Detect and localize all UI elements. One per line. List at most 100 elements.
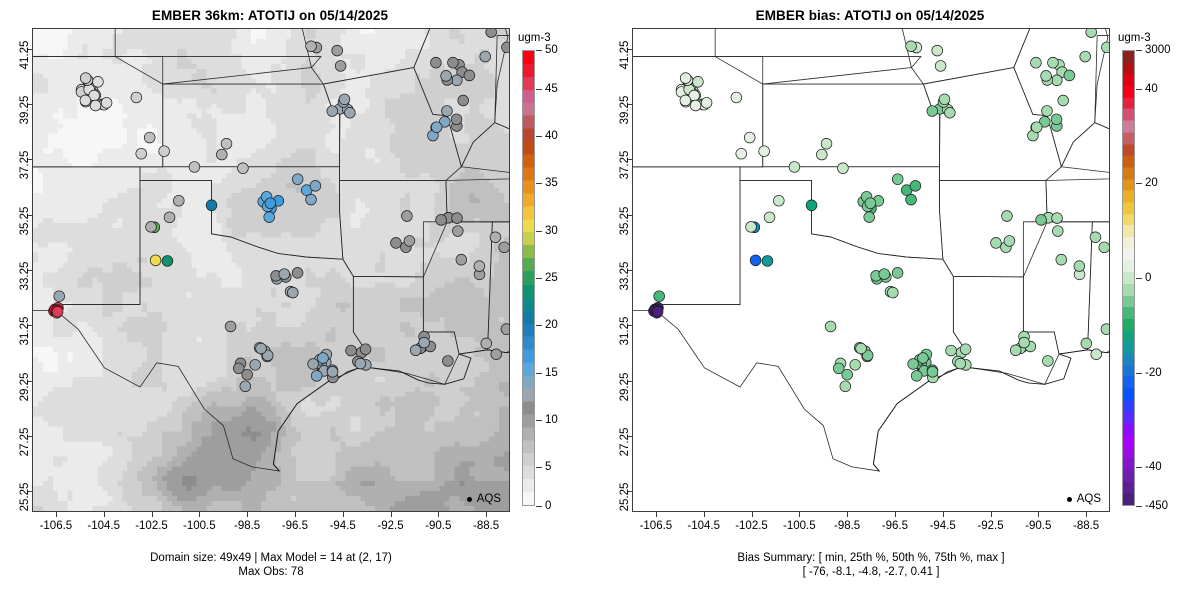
aqs-station-marker[interactable]	[1090, 348, 1102, 360]
aqs-station-marker[interactable]	[338, 93, 351, 106]
aqs-station-marker[interactable]	[905, 40, 917, 52]
aqs-station-marker[interactable]	[390, 237, 402, 249]
aqs-station-marker[interactable]	[439, 116, 451, 128]
aqs-station-marker[interactable]	[205, 199, 218, 211]
aqs-station-marker[interactable]	[440, 70, 452, 82]
aqs-station-marker[interactable]	[158, 145, 170, 157]
aqs-station-marker[interactable]	[143, 131, 156, 144]
aqs-station-marker[interactable]	[1052, 225, 1064, 237]
aqs-station-marker[interactable]	[1040, 70, 1052, 82]
aqs-station-marker[interactable]	[473, 260, 486, 272]
aqs-station-marker[interactable]	[263, 211, 275, 223]
aqs-station-marker[interactable]	[264, 197, 277, 209]
aqs-station-marker[interactable]	[291, 267, 304, 279]
aqs-station-marker[interactable]	[450, 113, 463, 126]
aqs-station-marker[interactable]	[310, 370, 323, 382]
aqs-station-marker[interactable]	[430, 56, 442, 69]
aqs-station-marker[interactable]	[409, 344, 422, 356]
aqs-station-marker[interactable]	[278, 268, 290, 280]
aqs-station-marker[interactable]	[100, 97, 113, 109]
aqs-station-marker[interactable]	[479, 50, 491, 63]
aqs-station-marker[interactable]	[849, 359, 861, 371]
aqs-station-marker[interactable]	[805, 199, 818, 211]
aqs-station-marker[interactable]	[79, 72, 92, 84]
aqs-station-marker[interactable]	[331, 44, 343, 57]
aqs-station-marker[interactable]	[926, 105, 938, 117]
aqs-station-marker[interactable]	[237, 162, 249, 174]
aqs-station-marker[interactable]	[816, 148, 828, 161]
aqs-station-marker[interactable]	[863, 211, 875, 223]
aqs-station-marker[interactable]	[239, 380, 252, 393]
aqs-station-marker[interactable]	[480, 337, 493, 350]
aqs-station-marker[interactable]	[788, 161, 801, 173]
aqs-station-marker[interactable]	[53, 290, 65, 302]
aqs-station-marker[interactable]	[1039, 116, 1051, 128]
aqs-station-marker[interactable]	[833, 362, 845, 375]
aqs-station-marker[interactable]	[773, 194, 785, 207]
aqs-station-marker[interactable]	[149, 254, 162, 267]
aqs-station-marker[interactable]	[1030, 56, 1042, 69]
aqs-station-marker[interactable]	[855, 342, 867, 355]
aqs-station-marker[interactable]	[820, 137, 833, 150]
aqs-station-marker[interactable]	[841, 368, 853, 381]
aqs-station-marker[interactable]	[931, 44, 943, 57]
aqs-station-marker[interactable]	[451, 212, 463, 224]
aqs-station-marker[interactable]	[910, 370, 923, 382]
aqs-station-marker[interactable]	[692, 76, 704, 88]
aqs-station-marker[interactable]	[878, 268, 890, 280]
aqs-station-marker[interactable]	[837, 162, 849, 174]
aqs-station-marker[interactable]	[1050, 113, 1063, 126]
aqs-station-marker[interactable]	[1051, 74, 1063, 87]
aqs-station-marker[interactable]	[489, 231, 502, 243]
aqs-station-marker[interactable]	[485, 29, 497, 38]
aqs-station-marker[interactable]	[679, 94, 692, 107]
aqs-station-marker[interactable]	[944, 107, 956, 119]
aqs-station-marker[interactable]	[824, 320, 837, 333]
aqs-station-marker[interactable]	[233, 362, 245, 375]
aqs-station-marker[interactable]	[441, 105, 453, 117]
aqs-station-marker[interactable]	[490, 348, 502, 360]
aqs-station-marker[interactable]	[1079, 50, 1091, 63]
aqs-station-marker[interactable]	[945, 344, 957, 357]
aqs-station-marker[interactable]	[1041, 105, 1053, 117]
aqs-station-marker[interactable]	[743, 131, 756, 144]
aqs-station-marker[interactable]	[173, 194, 185, 207]
aqs-station-marker[interactable]	[758, 145, 770, 157]
aqs-station-marker[interactable]	[435, 214, 447, 226]
aqs-station-marker[interactable]	[839, 380, 852, 393]
aqs-station-marker[interactable]	[418, 336, 430, 349]
aqs-station-marker[interactable]	[1009, 344, 1022, 356]
aqs-station-marker[interactable]	[1063, 69, 1076, 82]
aqs-station-marker[interactable]	[451, 74, 463, 87]
aqs-station-marker[interactable]	[326, 366, 339, 378]
aqs-station-marker[interactable]	[447, 56, 459, 69]
aqs-station-marker[interactable]	[689, 99, 702, 112]
aqs-station-marker[interactable]	[1073, 260, 1086, 272]
aqs-station-marker[interactable]	[309, 180, 322, 192]
aqs-station-marker[interactable]	[51, 306, 64, 318]
aqs-station-marker[interactable]	[241, 368, 253, 381]
aqs-station-marker[interactable]	[261, 349, 274, 362]
aqs-station-marker[interactable]	[326, 105, 338, 117]
aqs-station-marker[interactable]	[864, 197, 877, 209]
aqs-station-marker[interactable]	[959, 343, 972, 355]
aqs-station-marker[interactable]	[354, 357, 367, 370]
aqs-station-marker[interactable]	[291, 173, 304, 185]
aqs-station-marker[interactable]	[1055, 253, 1068, 266]
aqs-station-marker[interactable]	[498, 241, 509, 254]
aqs-station-marker[interactable]	[1003, 235, 1016, 247]
aqs-station-marker[interactable]	[224, 320, 237, 333]
aqs-station-marker[interactable]	[401, 210, 413, 222]
aqs-station-marker[interactable]	[220, 137, 233, 150]
aqs-station-marker[interactable]	[907, 358, 919, 370]
aqs-station-marker[interactable]	[1057, 94, 1069, 107]
aqs-station-marker[interactable]	[1098, 241, 1109, 254]
aqs-station-marker[interactable]	[455, 253, 468, 266]
aqs-station-marker[interactable]	[345, 344, 357, 357]
aqs-station-marker[interactable]	[463, 69, 476, 82]
aqs-station-marker[interactable]	[430, 121, 443, 133]
aqs-station-marker[interactable]	[763, 211, 776, 224]
aqs-station-marker[interactable]	[130, 91, 143, 104]
aqs-station-marker[interactable]	[216, 148, 228, 161]
aqs-station-marker[interactable]	[730, 91, 743, 104]
